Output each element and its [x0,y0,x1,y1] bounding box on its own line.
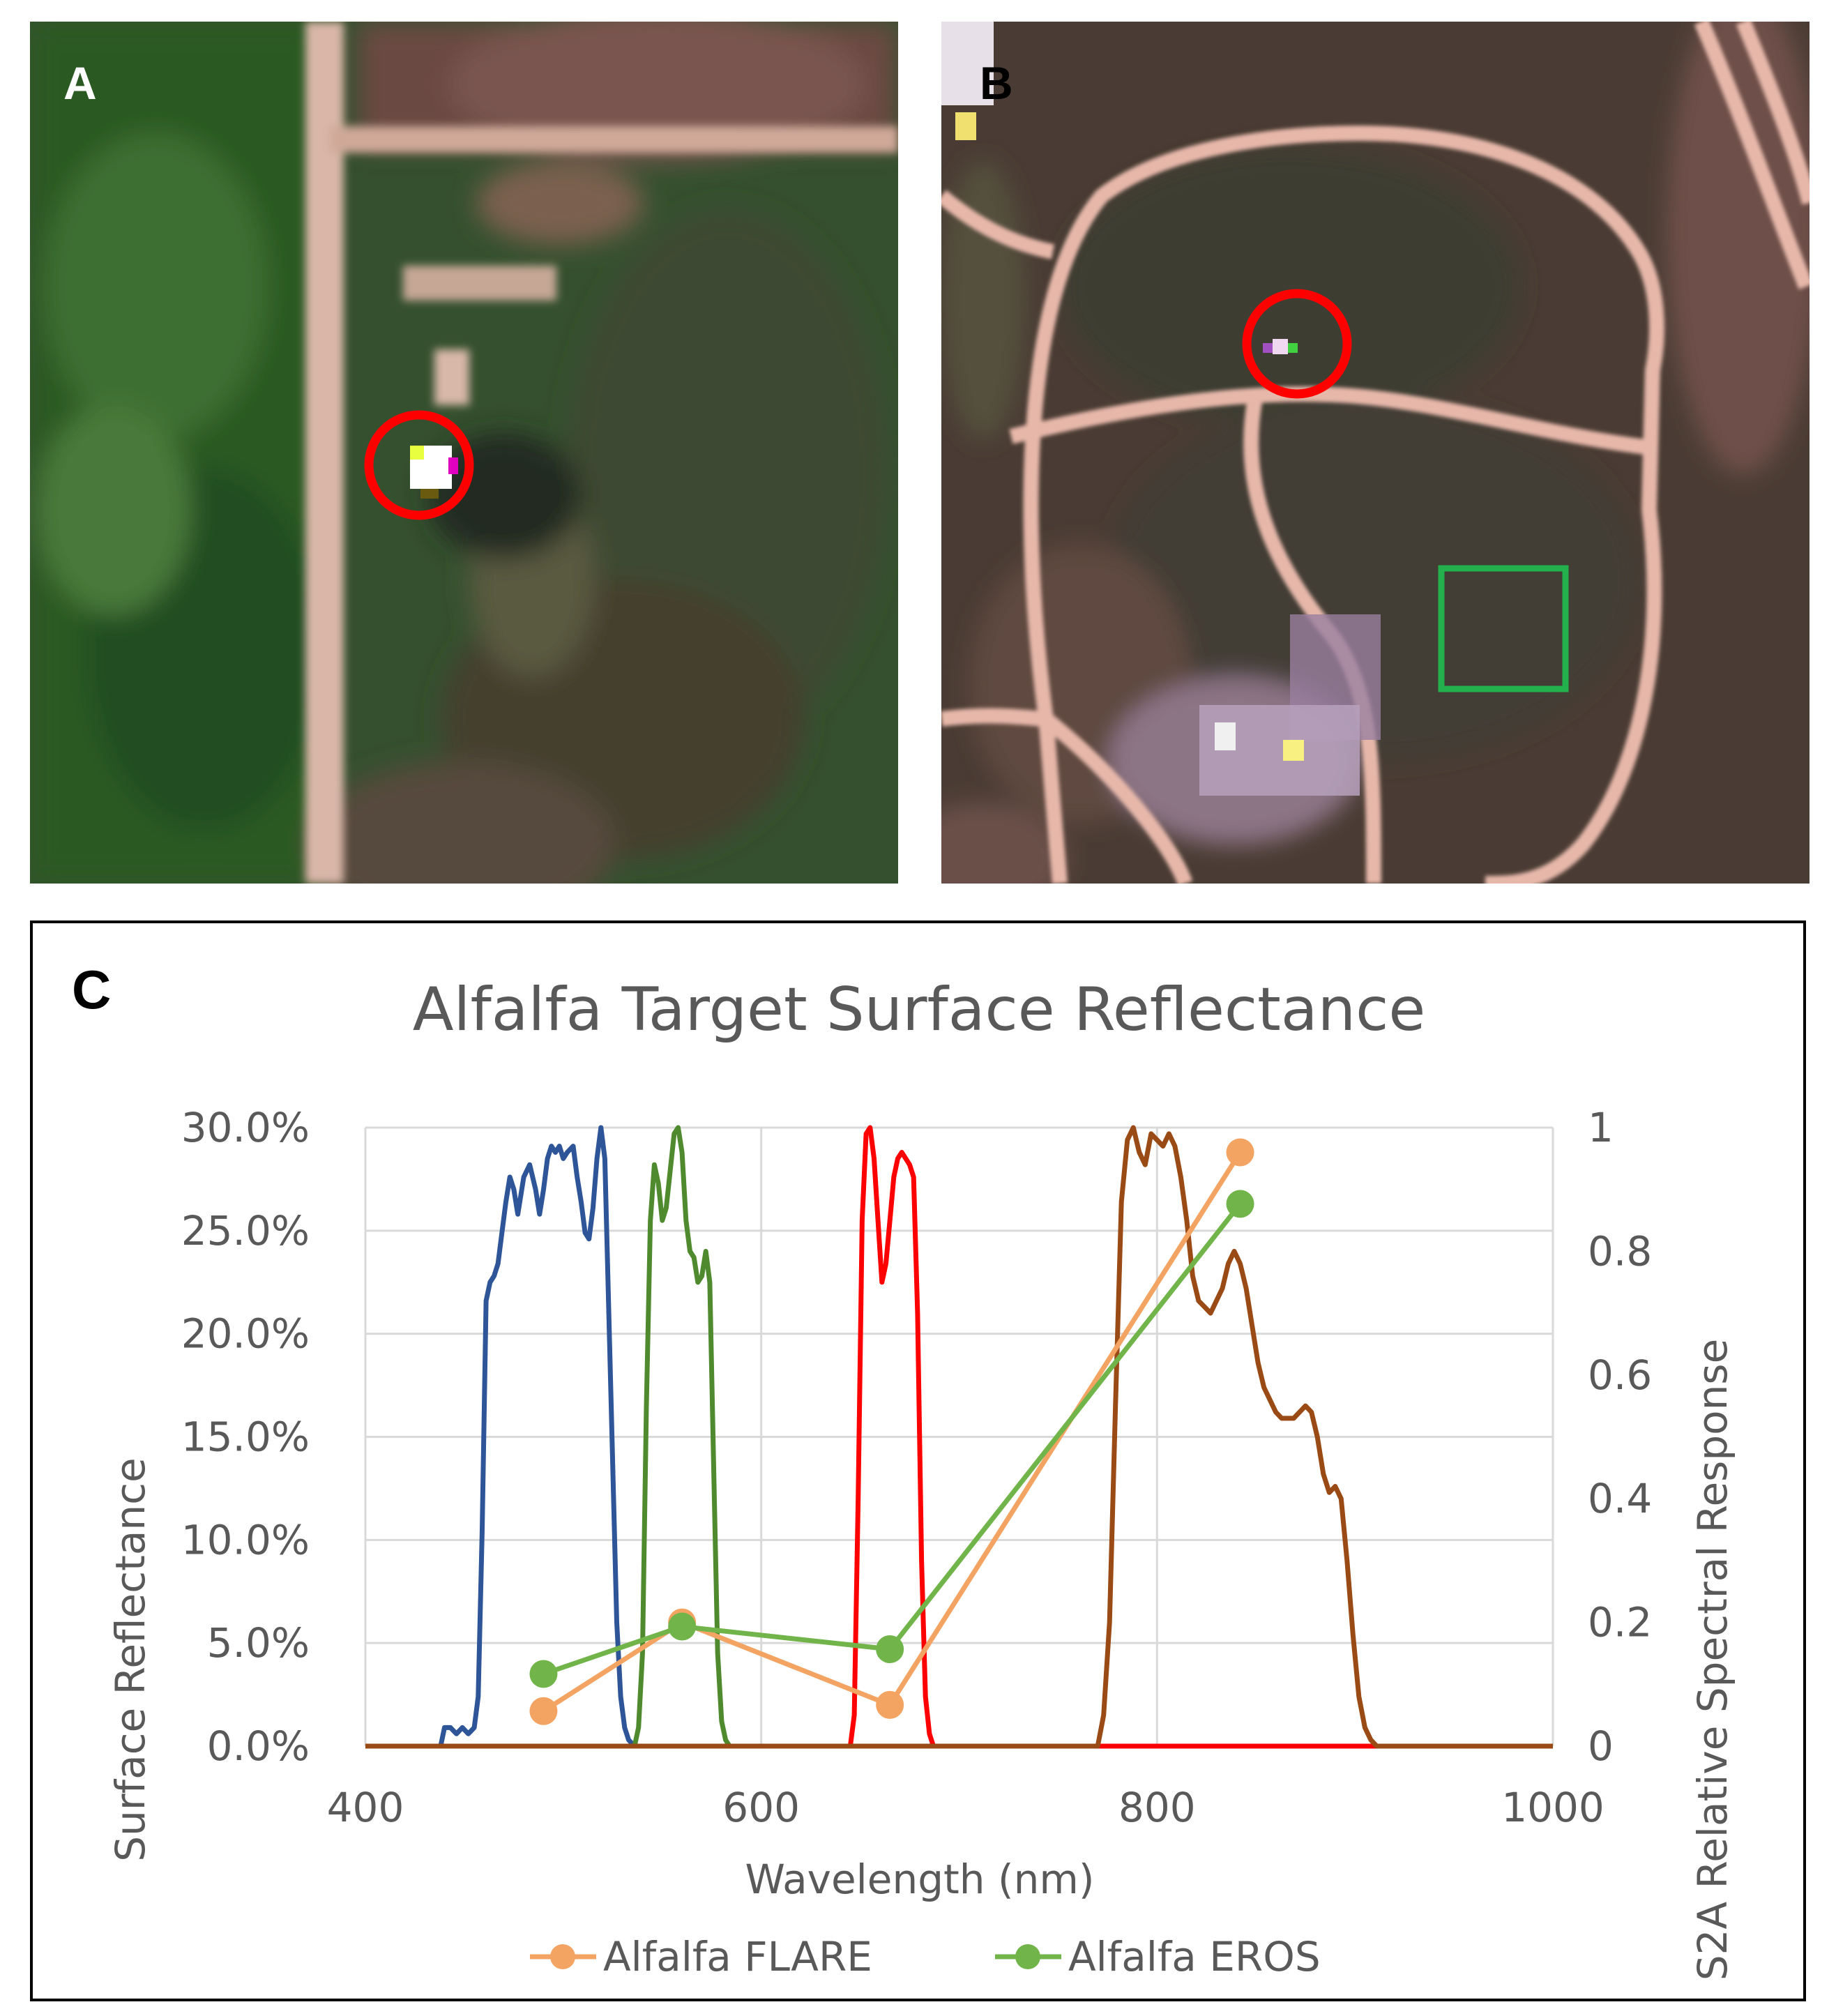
x-tick-label: 1000 [1501,1784,1604,1831]
y2-axis-ticks: 0 0.2 0.4 0.6 0.8 1 [1588,1104,1652,1770]
satellite-image-a: A [30,22,898,884]
legend-eros-label: Alfalfa EROS [1068,1933,1321,1980]
x-tick-label: 400 [327,1784,404,1831]
data-point-alfalfa-flare [876,1690,904,1719]
target-circle-b [1242,289,1352,399]
spectral-response-curves [365,1125,1553,1749]
response-curve-blue [365,1125,1553,1749]
satellite-image-b: B [941,22,1810,884]
response-curve-red [365,1125,1553,1749]
legend: Alfalfa FLARE Alfalfa EROS [530,1933,1321,1980]
y2-tick-label: 0.6 [1588,1351,1652,1399]
chart-title: Alfalfa Target Surface Reflectance [413,975,1426,1045]
satellite-scene-a [30,22,898,884]
reflectance-series [529,1138,1254,1725]
x-tick-label: 800 [1118,1784,1196,1831]
data-point-alfalfa-eros [1226,1190,1254,1218]
y-tick-label: 30.0% [181,1104,310,1151]
data-point-alfalfa-eros [876,1635,904,1664]
y2-tick-label: 0 [1588,1722,1614,1770]
legend-flare-label: Alfalfa FLARE [603,1933,872,1980]
response-curve-green [365,1125,1553,1749]
y-tick-label: 0.0% [207,1722,310,1770]
y-tick-label: 10.0% [181,1516,310,1563]
gridlines [364,1126,1554,1748]
data-point-alfalfa-eros [529,1660,558,1688]
y-tick-label: 5.0% [207,1619,310,1667]
series-line-alfalfa-eros [543,1202,1243,1676]
reflectance-chart: C Alfalfa Target Surface Reflectance 0.0… [72,959,1736,1981]
satellite-scene-b [941,22,1810,884]
y2-tick-label: 0.8 [1588,1227,1652,1275]
legend-eros-marker [1015,1944,1040,1969]
panel-label-a: A [63,57,97,109]
y-axis-ticks: 0.0% 5.0% 10.0% 15.0% 20.0% 25.0% 30.0% [181,1104,310,1770]
y2-axis-label: S2A Relative Spectral Response [1689,1339,1736,1981]
y2-tick-label: 0.2 [1588,1599,1652,1646]
x-tick-label: 600 [722,1784,800,1831]
panel-label-b: B [980,57,1013,109]
legend-flare-marker [550,1944,575,1969]
x-axis-ticks: 400 600 800 1000 [327,1784,1604,1831]
panel-label-c: C [72,959,111,1020]
data-point-alfalfa-flare [1226,1138,1254,1167]
y-tick-label: 20.0% [181,1310,310,1358]
y-tick-label: 25.0% [181,1207,310,1255]
data-point-alfalfa-eros [668,1612,697,1641]
data-point-alfalfa-flare [529,1697,558,1725]
target-circle-a [364,410,474,520]
x-axis-label: Wavelength (nm) [745,1856,1094,1903]
y-axis-label: Surface Reflectance [107,1457,154,1862]
response-curve-nir [365,1125,1553,1749]
y-tick-label: 15.0% [181,1414,310,1461]
y2-tick-label: 0.4 [1588,1475,1652,1522]
y2-tick-label: 1 [1588,1104,1614,1151]
reference-box [1438,565,1569,692]
chart-panel: C Alfalfa Target Surface Reflectance 0.0… [30,920,1806,2001]
